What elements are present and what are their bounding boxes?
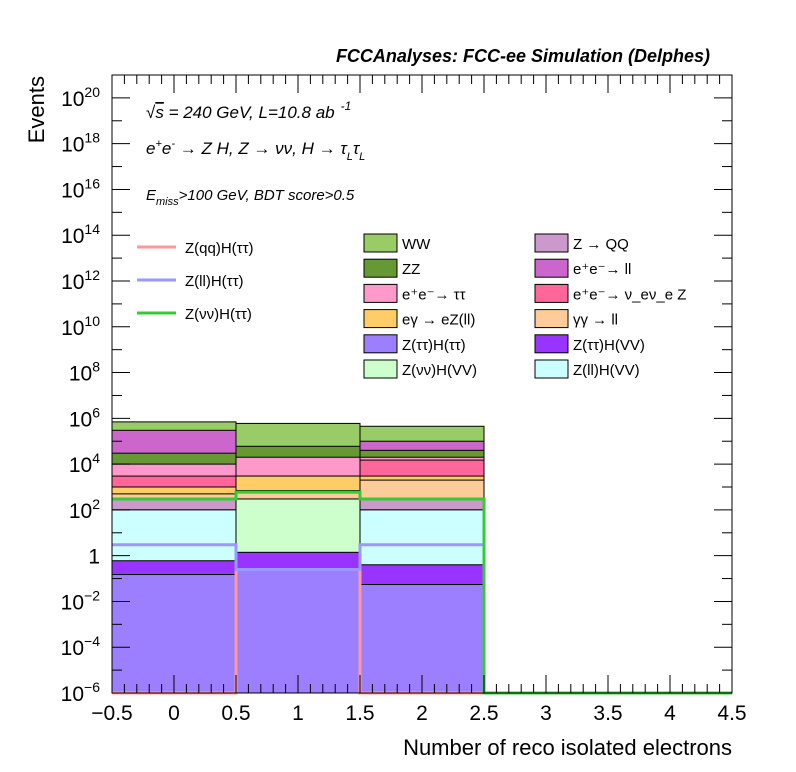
x-tick-label: 0 [168,702,180,725]
legend-label: Z(ll)H(VV) [573,362,640,379]
x-tick-label: 4 [664,702,676,725]
y-tick-label: 106 [69,404,100,431]
svg-text:Emiss>100 GeV, BDT score>0.5: Emiss>100 GeV, BDT score>0.5 [146,187,355,208]
legend-swatch [363,283,398,303]
legend-label: Z(ττ)H(VV) [573,337,645,354]
y-tick-label: 1010 [61,313,100,340]
y-tick-label: 1 [88,546,100,569]
legend-swatch [363,258,398,278]
annotation-process: e+e- → Z H, Z → νν, H → τLτL [146,138,365,163]
y-tick-label: 102 [69,496,100,523]
y-tick-label: 1020 [61,84,100,111]
y-tick-label: 10−4 [61,633,101,660]
legend-label: WW [402,236,431,253]
stack-bars [111,421,485,694]
legend-swatch [534,233,569,253]
legend-label: Z(νν)H(VV) [402,362,477,379]
legend-label: ZZ [402,261,420,278]
signal-line-z-h [112,490,732,695]
x-tick-label: 4.5 [717,702,746,725]
y-tick-label: 1014 [61,221,100,248]
x-tick-label: 1 [292,702,304,725]
x-tick-label: 1.5 [345,702,374,725]
legend-swatch [363,334,398,354]
legend-label: γγ → ll [573,312,618,329]
x-tick-label: 3.5 [593,702,622,725]
x-tick-label: 2.5 [469,702,498,725]
legend-label: e⁺e⁻→ ll [573,261,631,278]
y-tick-label: 108 [69,359,100,386]
legend-label: e⁺e⁻→ ν_eν_e Z [573,286,686,303]
y-tick-label: 10−2 [61,587,101,614]
y-tick-label: 1016 [61,175,100,202]
legend-label: e⁺e⁻→ ττ [402,286,466,303]
bar-z-h-bin-2 [359,583,485,694]
legend-label: Z(qq)H(ττ) [185,240,254,257]
legend-swatch [534,359,569,379]
legend-swatch [534,283,569,303]
legend-swatch [363,359,398,379]
bar-z-h-bin-1 [235,568,361,694]
y-tick-label: 1018 [61,130,100,157]
y-tick-label: 10−6 [61,679,101,706]
legend-label: Z(νν)H(ττ) [185,306,252,323]
legend-swatch [363,309,398,329]
legend-label: Z → QQ [573,236,629,253]
x-tick-label: 2 [416,702,428,725]
y-tick-label: 104 [69,450,100,477]
legend-swatch [363,233,398,253]
legend: Z(qq)H(ττ) Z(ll)H(ττ) Z(νν)H(ττ) WW ZZ e⁺e⁻→ … [137,233,686,379]
legend-label: eγ → eZ(ll) [402,312,475,329]
svg-text:e+e- → Z H, Z → νν, H → τLτL: e+e- → Z H, Z → νν, H → τLτL [146,138,365,163]
annotation-energy: √s = 240 GeV, L=10.8 ab -1 [146,99,351,122]
legend-swatch [534,309,569,329]
chart-title: FCCAnalyses: FCC-ee Simulation (Delphes) [336,46,710,66]
x-tick-label: 3 [540,702,552,725]
legend-label: Z(ττ)H(ττ) [402,337,466,354]
y-axis-label: Events [24,76,49,143]
x-tick-label: −0.5 [91,702,132,725]
svg-text:√s = 240 GeV, L=10.8 ab-1: √s = 240 GeV, L=10.8 ab -1 [146,99,351,122]
legend-swatch [534,258,569,278]
x-axis-label: Number of reco isolated electrons [403,735,732,760]
x-tick-label: 0.5 [221,702,250,725]
legend-label: Z(ll)H(ττ) [185,273,244,290]
axis-ticks: −0.5 0 0.5 1 1.5 2 2.5 3 3.5 4 4.5 10−6 10−4 10−2 1 102… [61,74,747,725]
annotation-selection: Emiss>100 GeV, BDT score>0.5 [146,187,355,208]
y-tick-label: 1012 [61,267,100,294]
legend-swatch [534,334,569,354]
